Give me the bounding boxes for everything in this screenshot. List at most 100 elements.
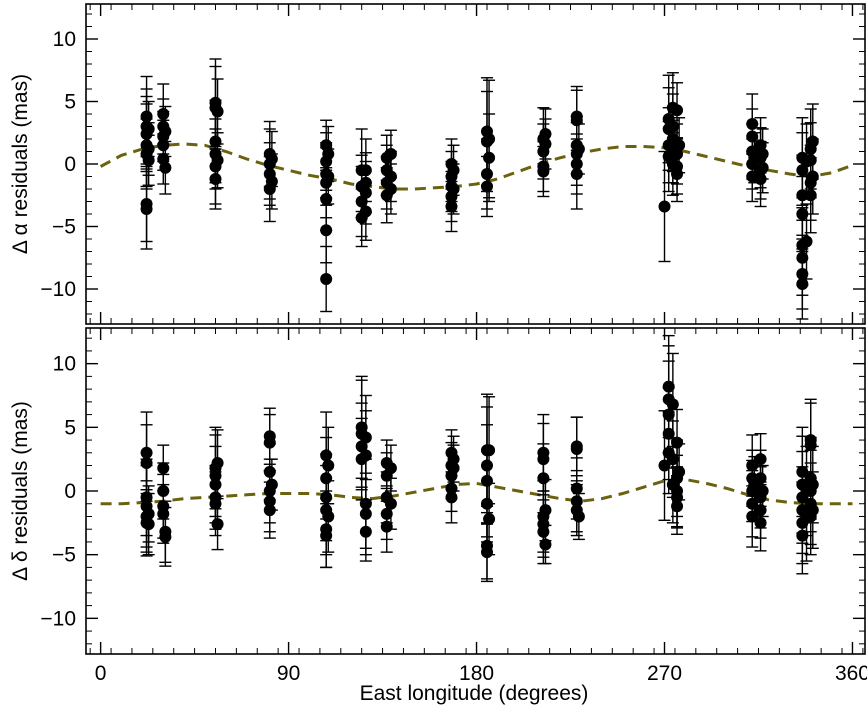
alpha-data-point bbox=[570, 114, 583, 127]
delta-data-point bbox=[359, 449, 372, 462]
alpha-data-point bbox=[209, 135, 222, 148]
delta-data-point bbox=[746, 497, 759, 510]
alpha-data-point bbox=[804, 154, 817, 167]
delta-data-point bbox=[140, 456, 153, 469]
alpha-data-point bbox=[140, 110, 153, 123]
delta-ytick-label: 5 bbox=[64, 416, 76, 439]
delta-xtick-label: 270 bbox=[647, 662, 682, 685]
alpha-data-point bbox=[359, 205, 372, 218]
delta-data-point bbox=[483, 444, 496, 457]
delta-data-point bbox=[359, 431, 372, 444]
delta-data-point bbox=[142, 518, 155, 531]
alpha-data-point bbox=[796, 208, 809, 220]
delta-data-point bbox=[671, 436, 684, 449]
alpha-model-curve bbox=[99, 142, 854, 191]
delta-data-point bbox=[384, 497, 397, 510]
delta-data-point bbox=[756, 485, 769, 497]
delta-data-point bbox=[320, 529, 333, 542]
delta-data-point bbox=[754, 504, 767, 517]
delta-ytick-label: −5 bbox=[52, 544, 76, 567]
alpha-data-point bbox=[359, 176, 372, 189]
alpha-data-point bbox=[796, 189, 809, 202]
delta-data-point bbox=[804, 439, 817, 452]
delta-data-point bbox=[320, 491, 333, 504]
alpha-data-point bbox=[539, 128, 552, 140]
x-axis-label: East longitude (degrees) bbox=[360, 682, 589, 705]
delta-data-point bbox=[157, 507, 170, 520]
alpha-data-point bbox=[142, 143, 155, 155]
delta-data-point bbox=[445, 482, 458, 495]
alpha-data-point bbox=[322, 170, 335, 183]
alpha-data-point bbox=[796, 278, 809, 290]
alpha-data-point bbox=[384, 170, 397, 183]
delta-data-point bbox=[265, 478, 278, 491]
delta-data-point bbox=[142, 507, 155, 520]
delta-xtick-label: 180 bbox=[459, 662, 494, 685]
alpha-data-point bbox=[142, 154, 155, 167]
delta-data-point bbox=[140, 446, 153, 459]
delta-data-point bbox=[157, 485, 170, 497]
alpha-ytick-label: 0 bbox=[64, 153, 76, 176]
delta-data-point bbox=[570, 440, 583, 453]
delta-data-point bbox=[796, 529, 809, 542]
delta-data-point bbox=[159, 530, 172, 543]
alpha-data-point bbox=[537, 165, 550, 178]
delta-data-point bbox=[359, 497, 372, 510]
delta-data-point bbox=[480, 459, 493, 472]
delta-data-point bbox=[806, 478, 819, 491]
delta-data-point bbox=[209, 469, 222, 482]
alpha-data-point bbox=[671, 104, 684, 117]
alpha-data-point bbox=[157, 108, 170, 120]
delta-data-point bbox=[380, 507, 393, 520]
alpha-data-point bbox=[159, 125, 172, 138]
delta-data-point bbox=[570, 495, 583, 508]
delta-xtick-label: 90 bbox=[277, 662, 300, 685]
delta-data-point bbox=[539, 504, 552, 517]
alpha-ytick-label: −10 bbox=[40, 278, 76, 301]
delta-residuals-panel: 10 5 0 −5 −10 0 90 180 270 360 bbox=[40, 327, 867, 685]
delta-data-point bbox=[209, 497, 222, 510]
delta-data-point bbox=[447, 462, 460, 475]
alpha-data-point bbox=[673, 139, 686, 152]
delta-data-point bbox=[263, 495, 276, 508]
delta-data-point bbox=[211, 518, 224, 531]
delta-data-point bbox=[746, 510, 759, 523]
delta-data-point bbox=[671, 491, 684, 504]
delta-data-point bbox=[359, 507, 372, 520]
delta-xtick-label: 0 bbox=[95, 662, 107, 685]
alpha-data-point bbox=[572, 143, 585, 155]
delta-data-point bbox=[263, 465, 276, 478]
alpha-data-point bbox=[159, 161, 172, 174]
alpha-data-point bbox=[806, 170, 819, 183]
delta-data-point bbox=[320, 449, 333, 462]
delta-ytick-label: 10 bbox=[53, 353, 76, 376]
delta-data-point bbox=[658, 459, 671, 472]
alpha-data-point bbox=[209, 173, 222, 185]
delta-data-point bbox=[746, 459, 759, 472]
alpha-data-point bbox=[157, 139, 170, 152]
alpha-data-point bbox=[806, 135, 819, 148]
alpha-data-point bbox=[359, 164, 372, 177]
delta-data-point bbox=[662, 380, 675, 393]
alpha-data-point bbox=[322, 148, 335, 160]
alpha-data-point bbox=[265, 175, 278, 188]
alpha-data-point bbox=[320, 224, 333, 237]
alpha-data-point bbox=[746, 118, 759, 130]
alpha-ytick-label: −5 bbox=[52, 216, 76, 239]
delta-data-point bbox=[662, 408, 675, 421]
alpha-data-point bbox=[800, 235, 813, 248]
alpha-data-point bbox=[320, 193, 333, 205]
delta-data-point bbox=[572, 510, 585, 523]
alpha-data-point bbox=[796, 251, 809, 264]
delta-data-point bbox=[666, 453, 679, 466]
alpha-data-point bbox=[804, 189, 817, 202]
delta-data-point bbox=[447, 453, 460, 466]
alpha-data-point bbox=[445, 200, 458, 213]
delta-data-point bbox=[539, 538, 552, 551]
alpha-data-point bbox=[140, 203, 153, 215]
alpha-data-point bbox=[384, 183, 397, 195]
alpha-data-point bbox=[666, 120, 679, 133]
alpha-data-point bbox=[480, 180, 493, 193]
alpha-data-point bbox=[754, 173, 767, 185]
